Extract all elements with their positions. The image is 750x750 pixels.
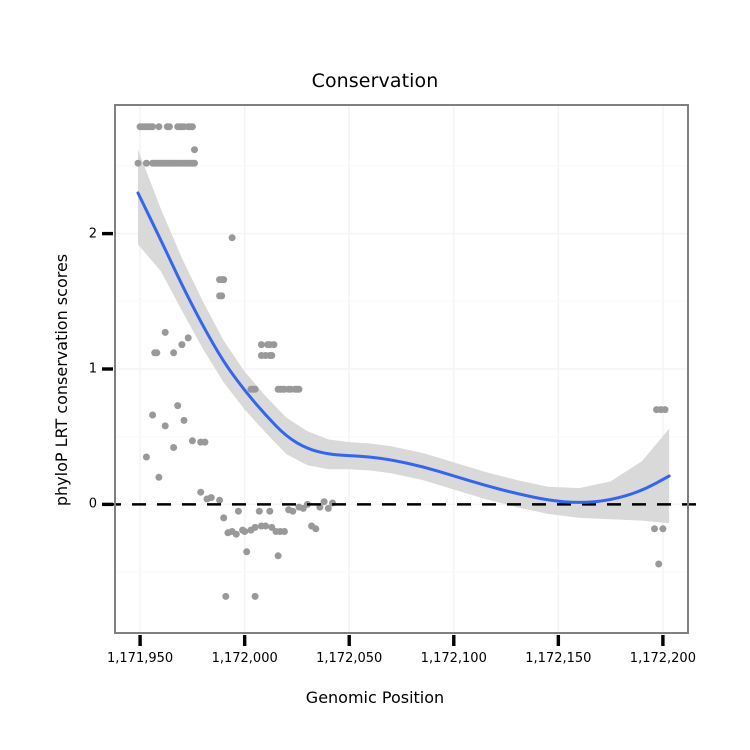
- panel-border: [114, 104, 689, 634]
- x-tick-label: 1,172,050: [316, 651, 383, 666]
- grid-layer: [115, 105, 688, 633]
- y-tick-label: 1: [88, 361, 97, 377]
- x-tick-label: 1,171,950: [107, 651, 174, 666]
- scatter-points-layer: [134, 123, 669, 600]
- axis-ticks: [102, 231, 665, 646]
- x-tick-label: 1,172,200: [629, 651, 696, 666]
- y-axis-title: phyloP LRT conservation scores: [52, 253, 71, 507]
- confidence-ribbon: [138, 149, 670, 524]
- x-axis-title: Genomic Position: [305, 688, 445, 707]
- x-tick-label: 1,172,150: [525, 651, 592, 666]
- y-tick-label: 2: [88, 226, 97, 242]
- x-tick-label: 1,172,000: [211, 651, 278, 666]
- x-tick-label: 1,172,100: [420, 651, 487, 666]
- page-title: Conservation: [311, 70, 439, 92]
- y-tick-label: 0: [88, 496, 97, 512]
- smooth-trend-line: [136, 191, 671, 504]
